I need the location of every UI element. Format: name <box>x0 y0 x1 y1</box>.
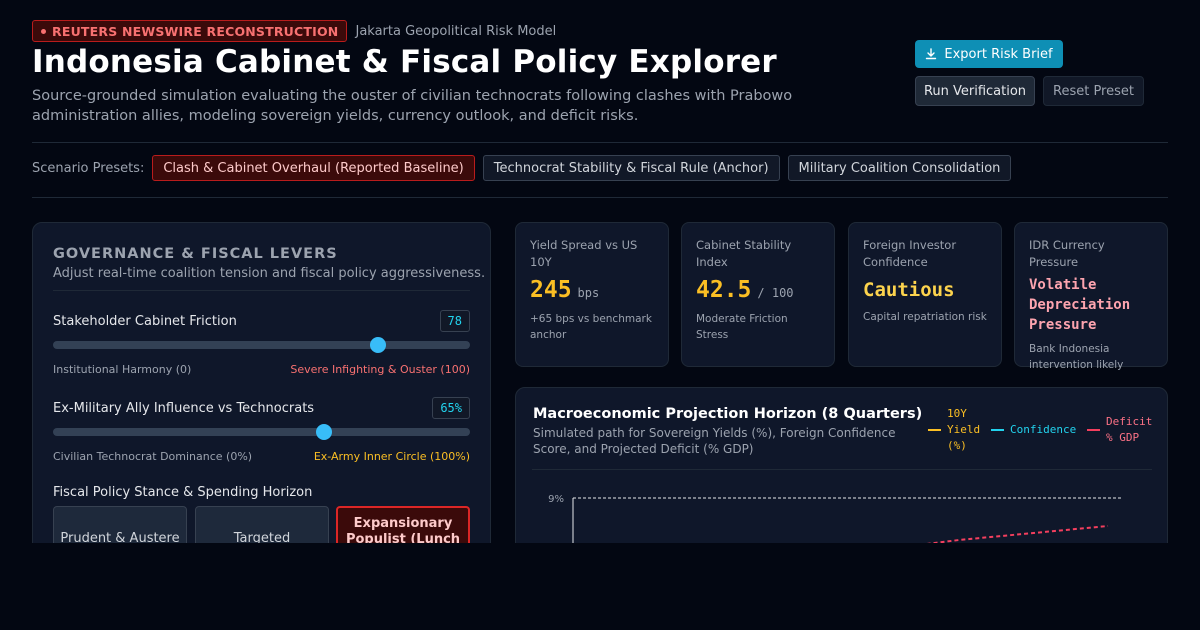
stability-note: Moderate Friction Stress <box>696 313 788 341</box>
source-badge: REUTERS NEWSWIRE RECONSTRUCTION <box>32 20 348 42</box>
preset-chip-technocrat[interactable]: Technocrat Stability & Fiscal Rule (Anch… <box>482 155 780 181</box>
chart-subtitle: Simulated path for Sovereign Yields (%),… <box>533 426 896 456</box>
legend-swatch-deficit <box>1087 429 1100 431</box>
currency-value: Volatile Depreciation Pressure <box>1029 275 1153 335</box>
legend-label-line: % GDP <box>1106 431 1140 444</box>
stance-option-targeted[interactable]: Targeted <box>195 506 329 543</box>
presets-divider <box>32 197 1168 198</box>
levers-title: GOVERNANCE & FISCAL LEVERS <box>53 246 338 262</box>
source-badge-label: REUTERS NEWSWIRE RECONSTRUCTION <box>52 23 339 39</box>
confidence-label: Foreign Investor Confidence <box>863 238 957 269</box>
stability-value: 42.5 <box>696 277 752 303</box>
model-name: Jakarta Geopolitical Risk Model <box>355 23 557 39</box>
page-subtitle: Source-grounded simulation evaluating th… <box>32 88 793 124</box>
chart-divider <box>532 469 1152 470</box>
influence-slider-thumb[interactable] <box>316 424 333 440</box>
series-line-deficit <box>926 525 1109 543</box>
legend-label-line: (%) <box>947 439 967 452</box>
legend-label-yield: 10Y Yield (%) <box>947 406 980 454</box>
influence-min-label: Civilian Technocrat Dominance (0%) <box>53 450 253 463</box>
friction-min-label: Institutional Harmony (0) <box>53 363 192 376</box>
confidence-note: Capital repatriation risk <box>863 311 987 323</box>
legend-item-confidence[interactable]: Confidence <box>991 422 1076 438</box>
preset-chip-clash[interactable]: Clash & Cabinet Overhaul (Reported Basel… <box>152 155 475 181</box>
metric-card-investor-confidence: Foreign Investor Confidence Cautious Cap… <box>848 222 1002 367</box>
legend-label-line: 10Y <box>947 407 967 420</box>
projection-chart-card: Macroeconomic Projection Horizon (8 Quar… <box>515 387 1168 543</box>
levers-subtitle: Adjust real-time coalition tension and f… <box>53 266 486 281</box>
scenario-presets: Scenario Presets: Clash & Cabinet Overha… <box>32 155 1012 181</box>
friction-value: 78 <box>439 310 470 332</box>
influence-value: 65% <box>432 397 470 419</box>
yield-spread-unit: bps <box>577 286 600 300</box>
page-title: Indonesia Cabinet & Fiscal Policy Explor… <box>32 44 777 80</box>
friction-slider[interactable] <box>53 337 470 353</box>
export-risk-brief-button[interactable]: Export Risk Brief <box>915 40 1063 68</box>
stance-option-prudent[interactable]: Prudent & Austere <box>53 506 187 543</box>
currency-label: IDR Currency Pressure <box>1029 238 1105 269</box>
levers-panel: GOVERNANCE & FISCAL LEVERS Adjust real-t… <box>32 222 491 543</box>
legend-label-line: Yield <box>947 423 981 436</box>
friction-slider-thumb[interactable] <box>370 337 387 353</box>
metric-card-cabinet-stability: Cabinet Stability Index 42.5 / 100 Moder… <box>681 222 835 367</box>
currency-value-line: Pressure <box>1029 317 1097 333</box>
influence-label: Ex-Military Ally Influence vs Technocrat… <box>53 401 315 416</box>
live-dot-icon <box>41 28 46 34</box>
metric-card-idr-pressure: IDR Currency Pressure Volatile Depreciat… <box>1014 222 1168 371</box>
legend-label-line: Deficit <box>1106 415 1153 428</box>
y-tick-label: 9% <box>548 494 564 505</box>
yield-spread-note: +65 bps vs benchmark anchor <box>530 313 652 341</box>
stance-option-expansionary[interactable]: Expansionary Populist (Lunch <box>336 506 470 543</box>
run-verification-button[interactable]: Run Verification <box>915 76 1035 106</box>
stance-label: Fiscal Policy Stance & Spending Horizon <box>53 485 313 500</box>
levers-divider <box>53 290 470 291</box>
legend-label-confidence: Confidence <box>1010 423 1077 436</box>
influence-slider[interactable] <box>53 424 470 440</box>
legend-item-yield[interactable]: 10Y Yield (%) <box>928 406 980 454</box>
metric-card-yield-spread: Yield Spread vs US 10Y 245 bps +65 bps v… <box>515 222 669 367</box>
friction-max-label: Severe Infighting & Ouster (100) <box>290 363 470 376</box>
currency-note: Bank Indonesia intervention likely <box>1029 343 1124 371</box>
download-icon <box>926 48 937 60</box>
legend-item-deficit[interactable]: Deficit % GDP <box>1087 414 1152 446</box>
chart-title: Macroeconomic Projection Horizon (8 Quar… <box>533 406 923 422</box>
projection-chart: 9% <box>548 494 1121 543</box>
currency-value-line: Volatile <box>1029 277 1097 293</box>
legend-label-deficit: Deficit % GDP <box>1106 414 1152 446</box>
legend-swatch-yield <box>928 429 941 431</box>
presets-label: Scenario Presets: <box>32 160 145 176</box>
confidence-value: Cautious <box>863 279 955 301</box>
top-bar: REUTERS NEWSWIRE RECONSTRUCTION Jakarta … <box>32 20 556 42</box>
stability-unit: / 100 <box>757 286 794 300</box>
export-label: Export Risk Brief <box>944 46 1053 62</box>
currency-value-line: Depreciation <box>1029 297 1131 313</box>
preset-chip-military[interactable]: Military Coalition Consolidation <box>787 155 1012 181</box>
yield-spread-value: 245 <box>530 277 572 303</box>
stability-label: Cabinet Stability Index <box>696 238 792 269</box>
legend-swatch-confidence <box>991 429 1004 431</box>
yield-spread-label: Yield Spread vs US 10Y <box>530 238 638 269</box>
header-divider <box>32 142 1168 143</box>
reset-preset-button[interactable]: Reset Preset <box>1043 76 1144 106</box>
influence-max-label: Ex-Army Inner Circle (100%) <box>313 450 470 463</box>
app-viewport: REUTERS NEWSWIRE RECONSTRUCTION Jakarta … <box>32 20 1168 543</box>
friction-label: Stakeholder Cabinet Friction <box>53 314 237 329</box>
